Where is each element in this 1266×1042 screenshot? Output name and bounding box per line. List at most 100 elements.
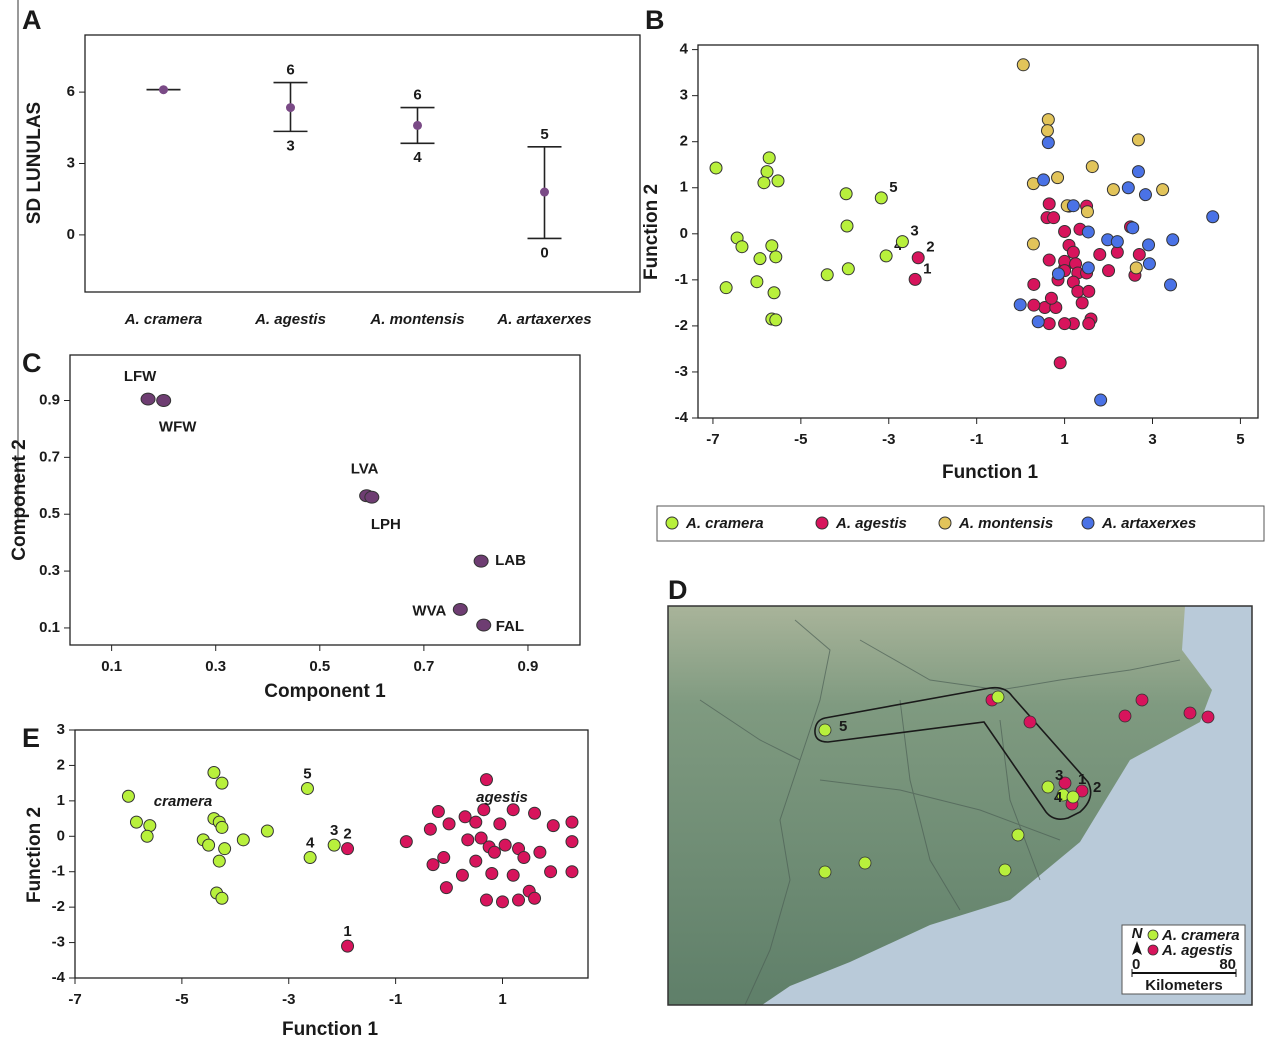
point xyxy=(1167,234,1179,246)
point xyxy=(1067,200,1079,212)
value-label: 4 xyxy=(413,149,422,166)
site-label: 2 xyxy=(1093,779,1101,796)
point xyxy=(880,250,892,262)
point xyxy=(499,839,511,851)
point xyxy=(720,282,732,294)
y-tick-label: 2 xyxy=(57,756,65,773)
point xyxy=(237,834,249,846)
point-label: 4 xyxy=(306,835,315,852)
y-tick-label: 3 xyxy=(57,721,65,738)
point xyxy=(768,287,780,299)
point xyxy=(1081,206,1093,218)
value-label: 3 xyxy=(286,137,294,154)
point xyxy=(400,836,412,848)
x-axis-title: Function 1 xyxy=(282,1019,378,1040)
point xyxy=(141,830,153,842)
legend-label: A. agestis xyxy=(835,515,907,532)
x-tick-label: 0.1 xyxy=(101,658,122,675)
site-label: 4 xyxy=(1054,789,1063,806)
x-tick-label: A. montensis xyxy=(369,311,464,328)
point xyxy=(758,177,770,189)
site-marker xyxy=(1136,694,1148,706)
point xyxy=(130,816,142,828)
point xyxy=(365,491,379,503)
value-label: 6 xyxy=(286,62,294,79)
y-tick-label: 2 xyxy=(680,133,688,150)
y-tick-label: 0.7 xyxy=(39,448,60,465)
point-label: 2 xyxy=(343,826,351,843)
point xyxy=(203,839,215,851)
mean-point xyxy=(540,188,549,197)
point xyxy=(216,892,228,904)
point xyxy=(1132,134,1144,146)
point-label: LVA xyxy=(351,461,379,478)
point xyxy=(1107,184,1119,196)
point xyxy=(328,839,340,851)
point xyxy=(342,843,354,855)
point xyxy=(1111,236,1123,248)
y-tick-label: 3 xyxy=(67,154,75,171)
point xyxy=(507,869,519,881)
point-label: 3 xyxy=(330,822,338,839)
point xyxy=(513,894,525,906)
point xyxy=(1076,297,1088,309)
y-tick-label: 0 xyxy=(57,827,65,844)
point xyxy=(842,263,854,275)
point-label: 5 xyxy=(303,765,311,782)
point xyxy=(470,855,482,867)
y-tick-label: -2 xyxy=(52,898,65,915)
point xyxy=(453,604,467,616)
point xyxy=(1052,172,1064,184)
mean-point xyxy=(159,85,168,94)
point xyxy=(216,777,228,789)
point xyxy=(1043,198,1055,210)
point xyxy=(1095,394,1107,406)
point xyxy=(1045,292,1057,304)
legend-marker xyxy=(1148,945,1158,955)
y-tick-label: 1 xyxy=(57,792,65,809)
point xyxy=(1043,254,1055,266)
point xyxy=(1014,299,1026,311)
point xyxy=(896,236,908,248)
point xyxy=(1139,189,1151,201)
point xyxy=(470,816,482,828)
point xyxy=(480,774,492,786)
y-tick-label: 0.1 xyxy=(39,619,60,636)
y-axis-title: Component 2 xyxy=(9,439,30,560)
legend-marker xyxy=(1148,930,1158,940)
x-tick-label: 0.5 xyxy=(309,658,330,675)
point xyxy=(427,859,439,871)
point xyxy=(213,855,225,867)
point xyxy=(1054,357,1066,369)
point xyxy=(1127,222,1139,234)
x-tick-label: 3 xyxy=(1148,431,1156,448)
site-label: 3 xyxy=(1055,767,1063,784)
point xyxy=(1043,318,1055,330)
point xyxy=(1133,249,1145,261)
value-label: 0 xyxy=(540,244,548,261)
value-label: 5 xyxy=(540,126,548,143)
legend-label: A. artaxerxes xyxy=(1101,515,1196,532)
y-tick-label: -4 xyxy=(52,969,66,986)
point xyxy=(440,882,452,894)
point xyxy=(1042,114,1054,126)
point xyxy=(157,395,171,407)
y-tick-label: 0 xyxy=(67,226,75,243)
point xyxy=(761,166,773,178)
point xyxy=(1122,182,1134,194)
site-marker xyxy=(819,724,831,736)
point-label: 5 xyxy=(889,179,897,196)
y-axis-title: Function 2 xyxy=(24,807,45,903)
point xyxy=(1027,238,1039,250)
point xyxy=(754,253,766,265)
point xyxy=(443,818,455,830)
point-label: 1 xyxy=(923,260,931,277)
point-label: FAL xyxy=(496,618,524,635)
x-tick-label: 1 xyxy=(498,991,506,1008)
mean-point xyxy=(286,103,295,112)
point xyxy=(547,820,559,832)
point xyxy=(1048,212,1060,224)
point xyxy=(301,782,313,794)
point-label: WVA xyxy=(412,602,446,619)
x-tick-label: -1 xyxy=(970,431,983,448)
